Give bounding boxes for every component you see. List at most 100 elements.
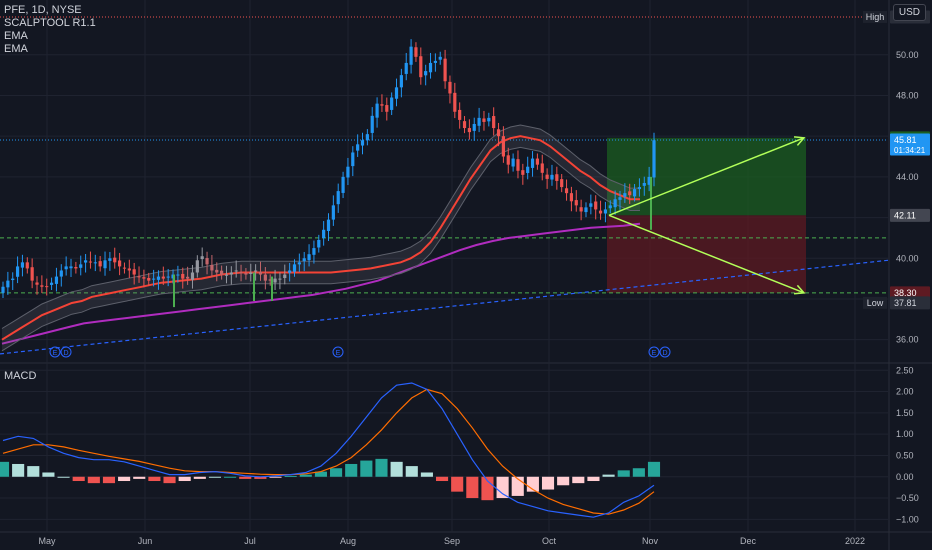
candle-body [608,205,612,209]
candle-body [589,203,593,207]
event-marker [49,346,61,358]
chart-legend: PFE, 1D, NYSE SCALPTOOL R1.1 EMA EMA [4,4,96,56]
entry-tag-value: 42.11 [894,210,916,220]
macd-line [2,382,655,518]
candle-body [390,97,394,110]
macd-histogram-bar [178,476,191,482]
macd-histogram-bar [0,461,10,477]
macd-histogram-bar [360,460,373,477]
candle-body [326,219,331,232]
candle-body [409,46,413,65]
candle-body [628,191,632,196]
indicator-ema-1[interactable]: EMA [4,30,28,42]
macd-signal-line [2,388,655,515]
candle-body [526,166,530,174]
candle-body [30,267,34,281]
candle-body [292,264,297,272]
high-tag-label: High [866,12,885,22]
candle-body [448,81,452,94]
candle-body [234,270,238,272]
macd-histogram-bar [224,476,237,478]
macd-histogram-bar [42,472,55,477]
low-tag-label-bg [863,296,887,309]
stop-arrow [608,214,805,294]
candle-body [428,62,433,73]
candle-body [613,199,617,208]
price-tick-label: 44.00 [896,172,919,182]
low-tag-label: Low [867,298,884,308]
macd-histogram-bar [451,476,464,492]
candle-body [220,270,224,275]
candle-body [603,209,608,214]
macd-histogram-bar [481,476,494,501]
candle-body [496,129,501,137]
macd-histogram-bar [12,463,25,477]
macd-tick-label: 2.50 [896,365,914,375]
macd-title[interactable]: MACD [4,370,37,382]
candle-body [258,271,263,275]
macd-histogram-bar [405,466,418,477]
candle-body [647,176,651,185]
candle-body [521,170,525,175]
event-marker-label: E [336,350,341,357]
candle-body [244,273,248,275]
ema-band-upper [1,124,640,329]
candle-body [249,272,253,274]
ema-band-lower [1,146,640,352]
candle-body [205,258,209,265]
event-marker-label: E [53,350,58,357]
candle-body [210,264,214,271]
candle-body [453,92,457,112]
macd-histogram-bar [254,476,267,479]
candle-body [356,144,360,151]
symbol-line[interactable]: PFE, 1D, NYSE [4,4,82,16]
macd-tick-label: 2.00 [896,387,914,397]
candle-body [511,158,515,167]
currency-button[interactable]: USD [892,4,926,21]
event-marker-label: D [63,350,68,357]
candle-body [11,278,15,281]
stop-tag-value: 38.30 [894,288,917,298]
candle-body [516,159,520,171]
candle-body [93,262,97,264]
candle-body [594,201,598,210]
candle-body [83,260,88,263]
target-arrow-head [793,136,806,146]
event-marker [332,346,344,358]
candle-body [263,274,267,281]
event-marker-label: D [662,350,667,357]
event-marker [60,346,72,358]
macd-histogram-bar [435,476,449,482]
ema-slow-line [1,222,641,345]
candle-body [438,56,442,60]
candle-body [414,47,418,57]
candle-body [579,207,583,212]
candle-body [433,60,437,63]
macd-histogram-bar [647,461,661,477]
candle-body [190,272,195,280]
stop-arrow-head [793,284,806,295]
stop-tag-bg [890,286,930,300]
macd-histogram-bar [269,476,282,478]
candle-body [54,276,59,284]
macd-tick-label: −1.00 [896,514,919,524]
indicator-ema-2[interactable]: EMA [4,43,28,55]
candle-body [380,104,384,106]
candle-body [254,270,258,272]
candle-body [404,62,408,74]
candle-body [545,174,549,179]
candle-body [137,276,141,278]
candle-body [166,276,170,278]
indicator-scalptool[interactable]: SCALPTOOL R1.1 [4,17,96,29]
macd-histogram-bar [617,470,630,477]
candle-body [462,121,467,129]
candle-body [239,272,243,274]
candle-body [49,282,54,285]
last-price-tag-countdown: 01:34:21 [894,146,926,155]
candle-body [156,276,161,280]
macd-tick-label: 1.00 [896,429,914,439]
entry-tag-bg [890,208,930,222]
candle-body [1,286,5,293]
candle-body [560,179,564,188]
